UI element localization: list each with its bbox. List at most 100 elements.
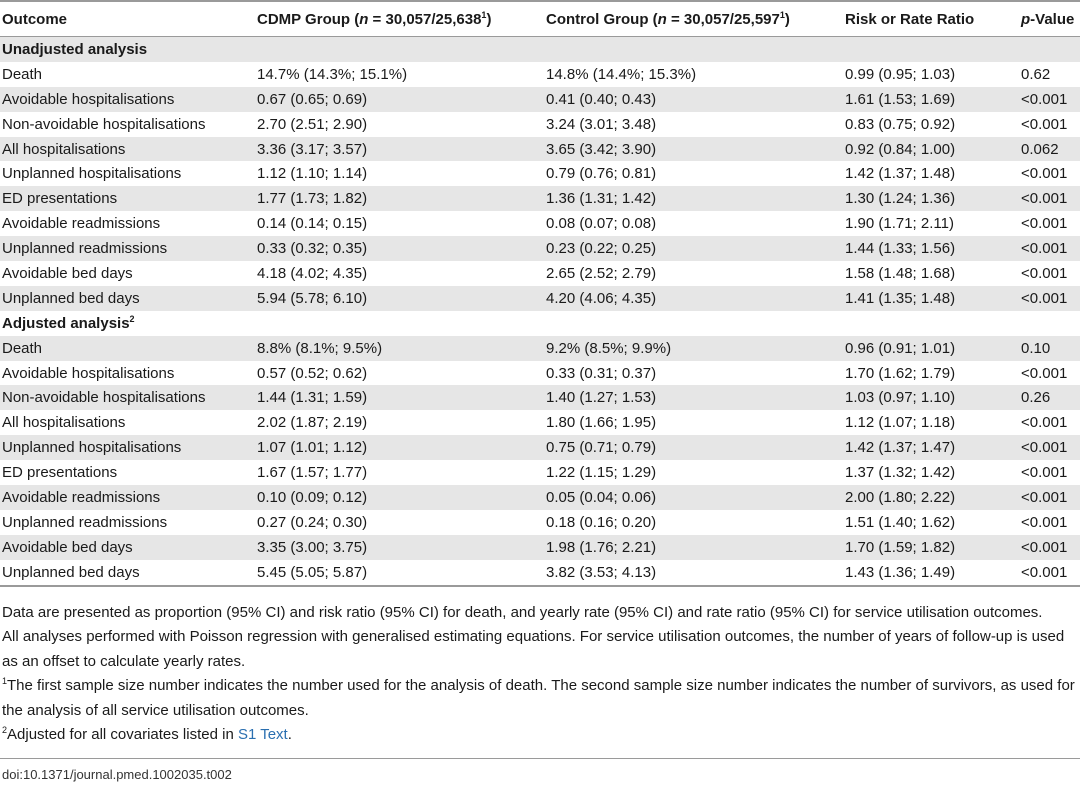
note-data-presentation: Data are presented as proportion (95% CI…: [2, 603, 1043, 621]
header-control-footnote-marker: 1: [779, 9, 785, 20]
cell-ratio: 1.42 (1.37; 1.48): [845, 165, 956, 183]
cell-cdmp: 0.10 (0.09; 0.12): [255, 485, 544, 510]
cell-ratio: 0.92 (0.84; 1.00): [843, 136, 1019, 162]
section-title-text: Adjusted analysis: [2, 314, 130, 332]
cell-control: 0.18 (0.16; 0.20): [546, 513, 657, 531]
section-title-text: Unadjusted analysis: [2, 40, 148, 58]
section-header-row: Adjusted analysis2: [0, 311, 1080, 336]
footnote-2-marker: 2: [2, 725, 8, 736]
table-row: Avoidable bed days 4.18 (4.02; 4.35) 2.65 …: [0, 261, 1080, 286]
cell-p-value: 0.062: [1019, 136, 1080, 162]
cell-p-value: <0.001: [1019, 86, 1080, 112]
cell-control: 0.08 (0.07; 0.08): [546, 215, 657, 233]
cell-outcome: Unplanned hospitalisations: [2, 165, 182, 183]
cell-p-value: <0.001: [1021, 115, 1068, 133]
cell-ratio: 0.96 (0.91; 1.01): [843, 335, 1019, 361]
header-control-prefix: Control Group (: [546, 10, 658, 28]
table-row: All hospitalisations 2.02 (1.87; 2.19) 1.8…: [0, 410, 1080, 435]
cell-outcome: ED presentations: [2, 464, 118, 482]
header-cdmp-n: n: [359, 10, 369, 28]
header-control-group: Control Group (n = 30,057/25,5971): [544, 0, 843, 37]
cell-ratio: 1.70 (1.62; 1.79): [845, 364, 956, 382]
cell-cdmp: 0.57 (0.52; 0.62): [257, 364, 368, 382]
cell-p-value: <0.001: [1021, 165, 1068, 183]
cell-control: 1.40 (1.27; 1.53): [544, 385, 843, 411]
cell-control: 2.65 (2.52; 2.79): [546, 264, 657, 282]
cell-control: 0.41 (0.40; 0.43): [544, 86, 843, 112]
footnote-1-marker: 1: [2, 676, 8, 687]
cell-control: 9.2% (8.5%; 9.9%): [544, 335, 843, 361]
table-notes: Data are presented as proportion (95% CI…: [0, 587, 1080, 748]
cell-p-value: <0.001: [1019, 435, 1080, 461]
table-row: Avoidable bed days 3.35 (3.00; 3.75) 1.98 …: [0, 534, 1080, 560]
table-row: All hospitalisations 3.36 (3.17; 3.57) 3.6…: [0, 136, 1080, 162]
cell-control: 0.75 (0.71; 0.79): [544, 435, 843, 461]
cell-outcome: Avoidable bed days: [0, 534, 255, 560]
cell-ratio: 1.61 (1.53; 1.69): [843, 86, 1019, 112]
header-row: Outcome CDMP Group (n = 30,057/25,6381) …: [0, 0, 1080, 37]
cell-ratio: 1.51 (1.40; 1.62): [845, 513, 956, 531]
cell-outcome: Non-avoidable hospitalisations: [0, 385, 255, 411]
table-row: Unplanned readmissions 0.33 (0.32; 0.35) 0…: [0, 236, 1080, 262]
cell-control: 0.23 (0.22; 0.25): [544, 236, 843, 262]
cell-cdmp: 4.18 (4.02; 4.35): [257, 264, 368, 282]
cell-ratio: 1.03 (0.97; 1.10): [843, 385, 1019, 411]
results-table: Outcome CDMP Group (n = 30,057/25,6381) …: [0, 0, 1080, 587]
header-ratio: Risk or Rate Ratio: [843, 0, 1019, 37]
cell-cdmp: 14.7% (14.3%; 15.1%): [257, 65, 408, 83]
cell-outcome: Death: [2, 65, 43, 83]
cell-p-value: <0.001: [1021, 264, 1068, 282]
cell-p-value: <0.001: [1021, 215, 1068, 233]
table-row: Avoidable hospitalisations 0.57 (0.52; 0.…: [0, 361, 1080, 386]
cell-outcome: Death: [0, 335, 255, 361]
footnote-2-end: .: [287, 726, 292, 744]
header-control-n: n: [657, 10, 667, 28]
cell-control: 0.33 (0.31; 0.37): [546, 364, 657, 382]
header-cdmp-prefix: CDMP Group (: [257, 10, 360, 28]
cell-p-value: <0.001: [1019, 485, 1080, 510]
section-title: Unadjusted analysis: [0, 36, 1080, 62]
cell-control: 1.80 (1.66; 1.95): [546, 414, 657, 432]
table-row: ED presentations 1.77 (1.73; 1.82) 1.36 (1…: [0, 186, 1080, 212]
cell-ratio: 1.70 (1.59; 1.82): [843, 534, 1019, 560]
cell-ratio: 2.00 (1.80; 2.22): [843, 485, 1019, 510]
cell-cdmp: 3.36 (3.17; 3.57): [255, 136, 544, 162]
cell-cdmp: 0.14 (0.14; 0.15): [257, 215, 368, 233]
cell-control: 4.20 (4.06; 4.35): [544, 285, 843, 311]
cell-control: 3.65 (3.42; 3.90): [544, 136, 843, 162]
cell-control: 1.36 (1.31; 1.42): [544, 186, 843, 212]
cell-outcome: Unplanned bed days: [0, 559, 255, 587]
cell-outcome: Avoidable bed days: [2, 264, 133, 282]
cell-cdmp: 0.67 (0.65; 0.69): [255, 86, 544, 112]
table-row: Unplanned bed days 5.94 (5.78; 6.10) 4.20 …: [0, 285, 1080, 311]
doi-line: doi:10.1371/journal.pmed.1002035.t002: [0, 757, 1080, 782]
cell-outcome: All hospitalisations: [0, 136, 255, 162]
cell-outcome: Unplanned bed days: [0, 285, 255, 311]
cell-cdmp: 5.94 (5.78; 6.10): [255, 285, 544, 311]
footnote-2-text: Adjusted for all covariates listed in: [7, 726, 238, 744]
cell-cdmp: 0.27 (0.24; 0.30): [257, 513, 368, 531]
cell-cdmp: 1.67 (1.57; 1.77): [257, 464, 368, 482]
cell-cdmp: 2.70 (2.51; 2.90): [257, 115, 368, 133]
cell-ratio: 1.42 (1.37; 1.47): [843, 435, 1019, 461]
cell-p-value: 0.10: [1019, 335, 1080, 361]
header-p-rest: -Value: [1030, 10, 1075, 28]
cell-p-value: 0.62: [1021, 65, 1051, 83]
table-row: Non-avoidable hospitalisations 2.70 (2.51…: [0, 112, 1080, 137]
header-cdmp-group: CDMP Group (n = 30,057/25,6381): [255, 0, 544, 37]
cell-cdmp: 2.02 (1.87; 2.19): [257, 414, 368, 432]
cell-outcome: Unplanned hospitalisations: [0, 435, 255, 461]
cell-p-value: <0.001: [1019, 186, 1080, 212]
cell-control: 0.05 (0.04; 0.06): [544, 485, 843, 510]
header-control-suffix: ): [784, 10, 790, 28]
cell-cdmp: 1.12 (1.10; 1.14): [257, 165, 368, 183]
cell-ratio: 0.99 (0.95; 1.03): [845, 65, 956, 83]
cell-p-value: <0.001: [1021, 464, 1068, 482]
table-body: Unadjusted analysis Death 14.7% (14.3%; 15…: [0, 36, 1080, 587]
footnote-1-text: The first sample size number indicates t…: [2, 677, 1075, 719]
cell-control: 3.24 (3.01; 3.48): [546, 115, 657, 133]
section-header-row: Unadjusted analysis: [0, 36, 1080, 62]
s1-text-link[interactable]: S1 Text: [237, 726, 288, 744]
cell-cdmp: 1.44 (1.31; 1.59): [255, 385, 544, 411]
header-outcome: Outcome: [0, 0, 255, 37]
